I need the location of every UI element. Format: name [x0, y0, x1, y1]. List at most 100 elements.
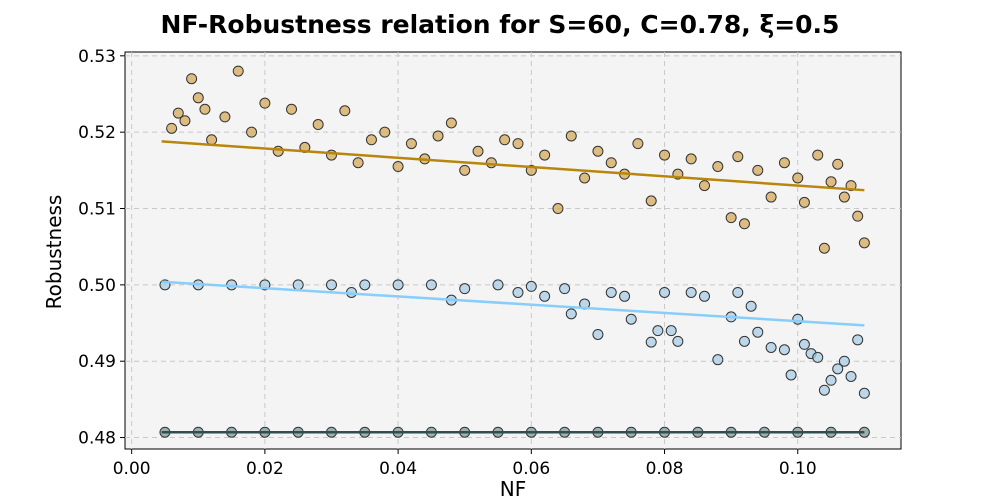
data-point	[732, 286, 744, 298]
data-point	[778, 157, 790, 169]
data-point	[685, 153, 697, 165]
data-point	[525, 280, 537, 292]
data-point	[192, 92, 204, 104]
data-point	[712, 354, 724, 366]
data-point	[832, 363, 844, 375]
data-point	[425, 279, 437, 291]
axis-ticks: 0.00 0.02 0.04 0.06 0.08 0.10 0.48 0.49 0.50 0.51…	[78, 47, 817, 479]
y-tick-label: 0.51	[78, 200, 116, 220]
data-point	[858, 237, 870, 249]
data-point	[645, 336, 657, 348]
data-point	[592, 145, 604, 157]
data-point	[825, 176, 837, 188]
data-point	[166, 122, 178, 134]
data-point	[432, 130, 444, 142]
data-point	[219, 111, 231, 123]
y-tick-label: 0.52	[78, 123, 116, 143]
data-point	[845, 370, 857, 382]
data-point	[832, 158, 844, 170]
data-point	[445, 117, 457, 129]
data-point	[459, 164, 471, 176]
series-1	[161, 65, 870, 254]
data-point	[765, 341, 777, 353]
trend-line	[161, 140, 865, 192]
data-point	[659, 286, 671, 298]
plot-area	[124, 51, 902, 450]
x-tick-label: 0.04	[379, 459, 417, 479]
data-point	[785, 369, 797, 381]
data-point	[206, 134, 218, 146]
x-tick-label: 0.06	[512, 459, 550, 479]
data-point	[738, 335, 750, 347]
data-point	[179, 115, 191, 127]
data-point	[186, 73, 198, 85]
data-point	[552, 203, 564, 215]
data-point	[699, 180, 711, 192]
data-point	[838, 191, 850, 203]
series-layer	[159, 65, 870, 438]
data-point	[199, 103, 211, 115]
data-point	[392, 161, 404, 173]
data-point	[792, 172, 804, 184]
data-point	[405, 138, 417, 150]
data-point	[798, 338, 810, 350]
x-tick-label: 0.02	[246, 459, 284, 479]
data-point	[659, 149, 671, 161]
data-point	[286, 103, 298, 115]
data-point	[725, 212, 737, 224]
data-point	[565, 308, 577, 320]
data-point	[592, 328, 604, 340]
data-point	[492, 279, 504, 291]
x-tick-label: 0.10	[779, 459, 817, 479]
data-point	[738, 218, 750, 230]
data-point	[818, 384, 830, 396]
data-point	[559, 283, 571, 295]
data-point	[232, 65, 244, 77]
y-tick-label: 0.53	[78, 47, 116, 67]
data-point	[632, 138, 644, 150]
data-point	[312, 119, 324, 131]
series-3	[159, 426, 870, 438]
x-tick-label: 0.00	[113, 459, 151, 479]
data-point	[665, 325, 677, 337]
data-point	[352, 157, 364, 169]
data-point	[246, 126, 258, 138]
data-point	[459, 283, 471, 295]
data-point	[325, 149, 337, 161]
y-tick-label: 0.50	[78, 276, 116, 296]
data-point	[379, 126, 391, 138]
data-point	[852, 210, 864, 222]
data-point	[539, 290, 551, 302]
chart-title: NF-Robustness relation for S=60, C=0.78,…	[161, 10, 840, 39]
data-point	[512, 286, 524, 298]
data-point	[685, 286, 697, 298]
data-point	[752, 164, 764, 176]
data-point	[605, 157, 617, 169]
data-point	[625, 313, 637, 325]
data-point	[712, 161, 724, 173]
data-point	[752, 326, 764, 338]
data-point	[645, 195, 657, 207]
series-2	[159, 279, 870, 399]
trend-line	[161, 280, 865, 327]
data-point	[172, 107, 184, 119]
data-point	[765, 191, 777, 203]
data-point	[778, 344, 790, 356]
data-point	[798, 196, 810, 208]
data-point	[745, 300, 757, 312]
data-point	[259, 97, 271, 109]
data-point	[652, 325, 664, 337]
data-point	[852, 334, 864, 346]
x-axis-label: NF	[500, 477, 526, 500]
data-point	[812, 351, 824, 363]
data-point	[825, 374, 837, 386]
data-point	[392, 279, 404, 291]
y-axis-label: Robustness	[42, 195, 66, 310]
data-point	[512, 138, 524, 150]
data-point	[499, 134, 511, 146]
data-point	[732, 151, 744, 163]
data-point	[565, 130, 577, 142]
data-point	[472, 145, 484, 157]
data-point	[292, 279, 304, 291]
